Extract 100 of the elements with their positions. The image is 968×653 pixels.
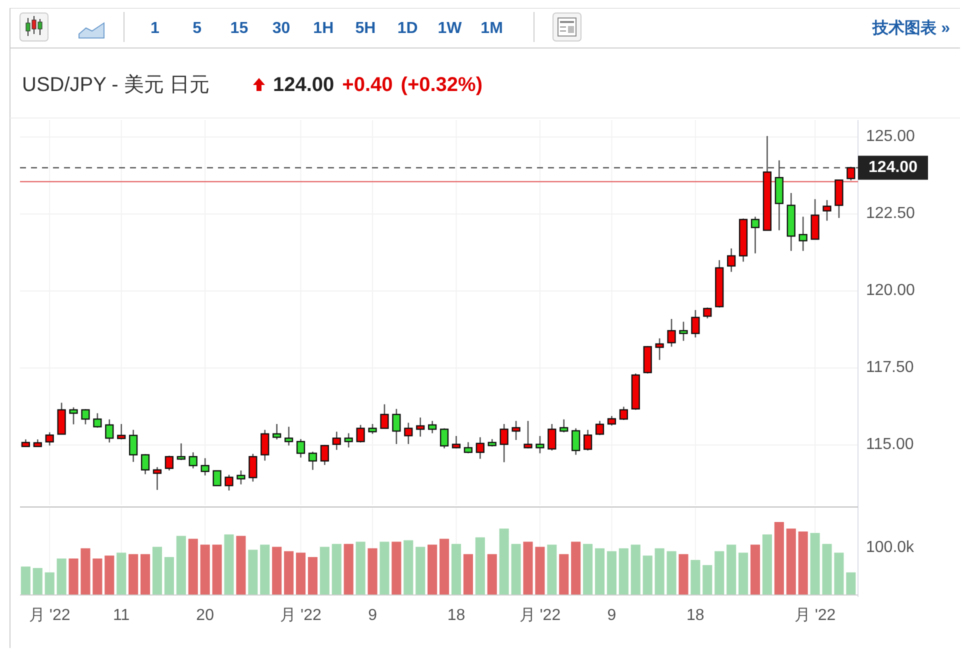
bar — [535, 546, 545, 595]
bar — [606, 551, 617, 595]
x-tick-label: 20 — [196, 607, 214, 624]
bar — [152, 546, 162, 595]
bar — [200, 544, 210, 595]
bar — [272, 546, 282, 595]
bar — [212, 544, 222, 595]
bar — [583, 544, 593, 595]
candlestick — [380, 404, 389, 429]
bar — [284, 551, 294, 595]
bar — [511, 544, 521, 595]
bar — [392, 542, 402, 595]
y-tick-label: 120.00 — [866, 282, 916, 300]
bar — [20, 566, 30, 595]
bar — [642, 556, 652, 595]
candlestick — [260, 429, 270, 462]
candlestick — [236, 470, 246, 486]
bar — [44, 572, 54, 595]
bar — [475, 537, 485, 595]
bar — [56, 558, 66, 595]
bar — [798, 531, 808, 595]
candlestick — [607, 415, 616, 426]
ref-line-label: 124.00 — [868, 158, 918, 176]
candlestick — [619, 406, 628, 421]
candlestick — [798, 216, 808, 252]
x-tick-label: 9 — [607, 607, 616, 624]
candlestick — [368, 423, 377, 434]
bar — [762, 534, 772, 595]
candlestick — [140, 454, 150, 475]
bar — [523, 542, 533, 595]
x-tick-label: 月 '22 — [280, 607, 322, 624]
bar — [618, 548, 628, 595]
x-tick-label: 18 — [686, 607, 704, 624]
bar — [428, 544, 438, 595]
y-tick-label: 125.00 — [866, 128, 916, 146]
bar — [32, 568, 42, 595]
candlestick — [129, 429, 138, 463]
bar — [68, 558, 78, 595]
candlestick — [428, 420, 437, 434]
bar — [547, 544, 557, 595]
x-tick-label: 9 — [368, 607, 378, 624]
x-tick-label: 月 '22 — [28, 607, 70, 624]
candlestick — [69, 406, 78, 425]
candlestick — [344, 432, 353, 448]
bar — [356, 542, 366, 595]
candlestick — [45, 432, 54, 446]
candlestick — [464, 442, 473, 454]
x-tick-label: 11 — [113, 607, 130, 624]
bar — [236, 536, 246, 595]
candlestick — [524, 420, 532, 449]
candlestick — [548, 423, 556, 452]
candlestick — [356, 424, 365, 444]
text: 1 5 15 30 1H 5H 1D 1W 1M — [150, 20, 503, 37]
bar — [80, 548, 90, 595]
bar — [368, 548, 378, 595]
candlestick — [164, 455, 174, 472]
bar — [260, 544, 270, 595]
candlestick — [691, 309, 700, 338]
bar — [714, 551, 724, 595]
candlestick — [595, 420, 604, 436]
bar — [296, 552, 306, 595]
bar — [499, 528, 509, 595]
candlestick — [212, 470, 222, 486]
x-tick-label: 月 '22 — [794, 607, 836, 624]
candlestick — [224, 474, 234, 492]
bar — [140, 554, 150, 595]
candlestick — [117, 423, 126, 440]
candlestick — [284, 426, 294, 446]
bar — [834, 552, 844, 595]
bar — [666, 551, 676, 595]
bar — [678, 554, 688, 595]
candlestick — [296, 438, 306, 458]
candlestick — [176, 442, 186, 461]
x-tick-label: 18 — [447, 607, 466, 624]
bar — [104, 556, 114, 595]
candlestick — [703, 306, 712, 319]
bar — [559, 554, 569, 595]
bar — [750, 544, 760, 595]
candlestick — [105, 418, 114, 444]
candlestick — [655, 338, 664, 361]
candlestick — [93, 412, 102, 428]
bar — [822, 544, 832, 595]
bar — [690, 560, 700, 595]
candlestick — [272, 423, 282, 440]
bar — [164, 557, 174, 595]
bar — [726, 544, 736, 595]
bar — [654, 548, 664, 595]
bar — [463, 554, 473, 595]
candlestick — [583, 429, 592, 452]
bar — [451, 544, 462, 595]
bar — [846, 572, 856, 595]
bar — [320, 546, 330, 595]
text: 100.0k — [866, 539, 916, 556]
candlestick — [308, 451, 318, 471]
bar — [248, 550, 258, 595]
bar — [128, 554, 138, 595]
candlestick — [476, 436, 484, 460]
candlestick — [404, 422, 413, 445]
bar — [594, 548, 605, 595]
bar — [92, 558, 102, 595]
